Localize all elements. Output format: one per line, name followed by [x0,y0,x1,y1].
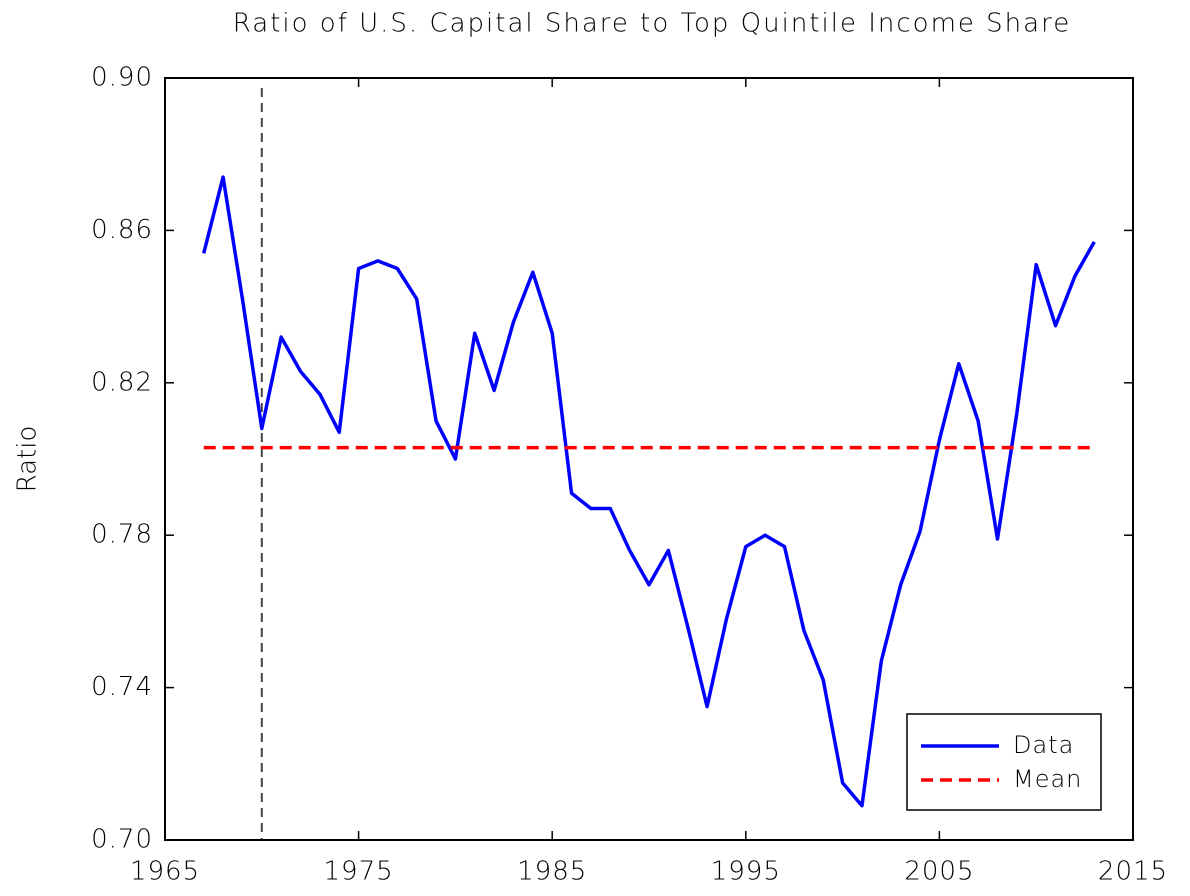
x-tick-label: 2015 [1098,857,1168,887]
x-tick-label: 1985 [517,857,587,887]
series-line [202,175,1096,808]
y-tick-label: 0.86 [91,215,153,245]
x-tick-label: 2005 [904,857,974,887]
y-tick-label: 0.74 [91,672,153,702]
chart-title: Ratio of U.S. Capital Share to Top Quint… [233,9,1071,39]
legend-label: Mean [1013,765,1082,793]
x-tick-label: 1995 [711,857,781,887]
y-axis-label: Ratio [13,426,43,493]
x-tick-label: 1965 [130,857,200,887]
y-tick-label: 0.90 [91,63,153,93]
x-tick-label: 1975 [324,857,394,887]
legend-label: Data [1013,731,1074,759]
plot-frame [164,77,1134,841]
y-tick-label: 0.70 [91,825,153,855]
y-tick-label: 0.78 [91,520,153,550]
y-tick-label: 0.82 [91,367,153,397]
legend-box [906,713,1102,811]
